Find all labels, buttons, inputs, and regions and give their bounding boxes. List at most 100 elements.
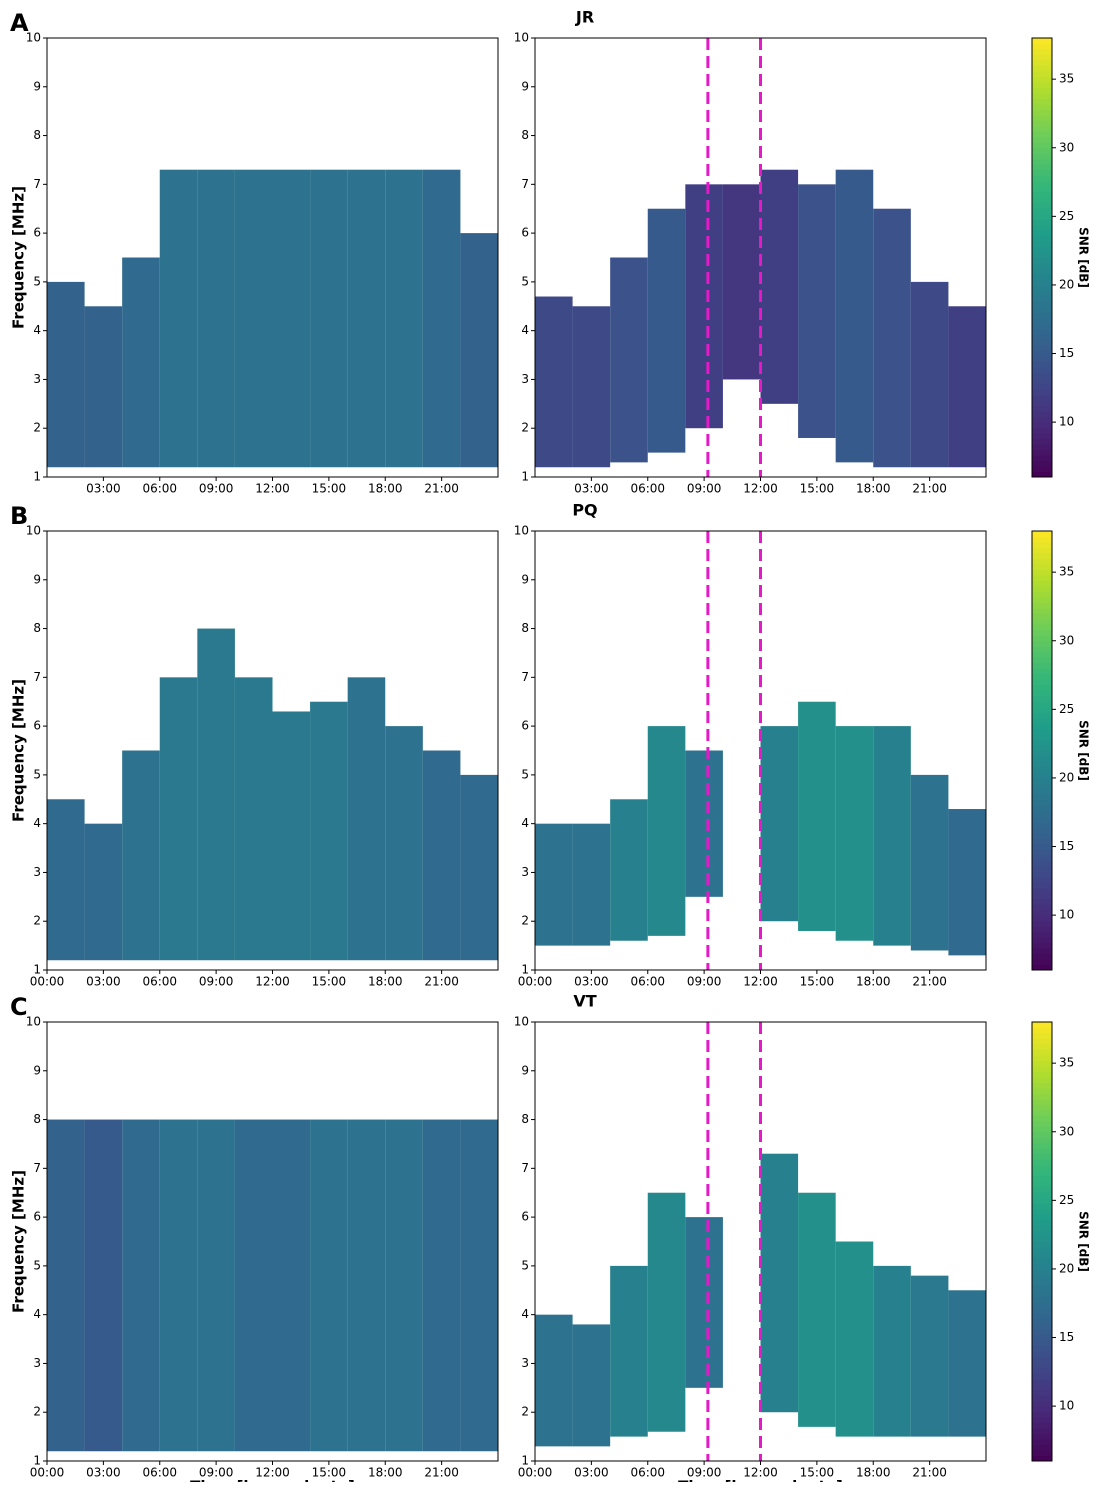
colorbar-step xyxy=(1032,356,1052,363)
heatmap-cell xyxy=(234,1119,273,1452)
colorbar-step xyxy=(1032,1318,1052,1325)
colorbar-step xyxy=(1032,295,1052,302)
colorbar-step xyxy=(1032,843,1052,850)
colorbar-step xyxy=(1032,48,1052,55)
colorbar-step xyxy=(1032,613,1052,620)
y-tick-label: 4 xyxy=(521,816,529,830)
y-tick-label: 7 xyxy=(33,1161,41,1175)
colorbar-step xyxy=(1032,706,1052,713)
colorbar-step xyxy=(1032,920,1052,927)
colorbar-step xyxy=(1032,1027,1052,1034)
y-tick-label: 2 xyxy=(521,1405,529,1419)
colorbar-tick-label: 35 xyxy=(1059,1056,1074,1070)
x-tick-label: 03:00 xyxy=(574,482,609,496)
panel-label: B xyxy=(10,502,28,530)
colorbar-step xyxy=(1032,1131,1052,1138)
colorbar-step xyxy=(1032,290,1052,297)
x-tick-label: 09:00 xyxy=(687,975,722,989)
colorbar-step xyxy=(1032,1252,1052,1259)
colorbar-tick-label: 35 xyxy=(1059,72,1074,86)
x-tick-label: 06:00 xyxy=(630,975,665,989)
x-axis-label: Time [hour:minute] xyxy=(190,1478,355,1483)
colorbar-step xyxy=(1032,301,1052,308)
x-tick-label: 03:00 xyxy=(86,975,121,989)
colorbar-step xyxy=(1032,1236,1052,1242)
colorbar-step xyxy=(1032,931,1052,938)
colorbar-step xyxy=(1032,131,1052,138)
y-tick-label: 5 xyxy=(33,274,41,288)
y-tick-label: 8 xyxy=(33,621,41,635)
colorbar-step xyxy=(1032,449,1052,456)
y-tick-label: 5 xyxy=(521,1258,529,1272)
x-tick-label: 12:00 xyxy=(743,975,778,989)
colorbar-step xyxy=(1032,284,1052,291)
colorbar-step xyxy=(1032,323,1052,330)
colorbar-step xyxy=(1032,334,1052,341)
y-tick-label: 6 xyxy=(521,226,529,240)
colorbar-step xyxy=(1032,1164,1052,1171)
colorbar-step xyxy=(1032,904,1052,911)
heatmap-cell xyxy=(159,169,198,468)
colorbar-step xyxy=(1032,164,1052,171)
colorbar-frame xyxy=(1031,530,1053,971)
colorbar-step xyxy=(1032,383,1052,390)
colorbar-step xyxy=(1032,1290,1052,1297)
colorbar-step xyxy=(1032,1384,1052,1391)
colorbar-step xyxy=(1032,136,1052,143)
colorbar-step xyxy=(1032,350,1052,357)
colorbar-step xyxy=(1032,1312,1052,1319)
colorbar-step xyxy=(1032,1268,1052,1275)
colorbar-step xyxy=(1032,405,1052,412)
colorbar-step xyxy=(1032,1109,1052,1116)
colorbar-step xyxy=(1032,312,1052,319)
y-tick-label: 7 xyxy=(521,177,529,191)
colorbar-frame xyxy=(1031,1021,1053,1462)
colorbar-step xyxy=(1032,607,1052,614)
colorbar-step xyxy=(1032,1175,1052,1182)
colorbar-step xyxy=(1032,827,1052,834)
colorbar-step xyxy=(1032,728,1052,735)
heatmap-cell xyxy=(948,306,986,468)
heatmap-cell xyxy=(422,750,461,961)
x-tick-label: 18:00 xyxy=(368,1466,403,1480)
colorbar-step xyxy=(1032,684,1052,691)
colorbar-step xyxy=(1032,635,1052,642)
colorbar-step xyxy=(1032,1043,1052,1050)
y-tick-label: 1 xyxy=(521,1454,529,1468)
x-tick-label: 09:00 xyxy=(199,975,234,989)
colorbar-step xyxy=(1032,909,1052,916)
colorbar-tick-label: 15 xyxy=(1059,1330,1074,1344)
colorbar-step xyxy=(1032,1334,1052,1341)
colorbar-step xyxy=(1032,1049,1052,1056)
y-tick-label: 9 xyxy=(521,1063,529,1077)
colorbar-step xyxy=(1032,860,1052,867)
colorbar-step xyxy=(1032,1082,1052,1089)
colorbar-step xyxy=(1032,1208,1052,1215)
y-tick-label: 6 xyxy=(33,226,41,240)
colorbar-step xyxy=(1032,1120,1052,1127)
x-tick-label: 21:00 xyxy=(424,975,459,989)
colorbar-step xyxy=(1032,948,1052,955)
colorbar-step xyxy=(1032,1323,1052,1330)
y-tick-label: 4 xyxy=(33,1307,41,1321)
heatmap-cell xyxy=(535,1314,573,1447)
x-tick-label: 06:00 xyxy=(142,975,177,989)
colorbar-step xyxy=(1032,213,1052,220)
colorbar-step xyxy=(1032,1406,1052,1413)
colorbar-step xyxy=(1032,466,1052,473)
heatmap-cell xyxy=(948,809,986,956)
colorbar-step xyxy=(1032,1197,1052,1204)
colorbar-step xyxy=(1032,777,1052,784)
colorbar-step xyxy=(1032,602,1052,609)
colorbar-step xyxy=(1032,854,1052,861)
heatmap-cell xyxy=(610,257,648,463)
heatmap-cell xyxy=(572,306,611,468)
colorbar-label: SNR [dB] xyxy=(1077,720,1091,781)
colorbar-step xyxy=(1032,591,1052,598)
colorbar-tick-label: 30 xyxy=(1059,1124,1074,1138)
x-tick-label: 21:00 xyxy=(912,975,947,989)
y-tick-label: 8 xyxy=(521,128,529,142)
colorbar-step xyxy=(1032,673,1052,680)
colorbar-step xyxy=(1032,378,1052,385)
colorbar-step xyxy=(1032,926,1052,933)
